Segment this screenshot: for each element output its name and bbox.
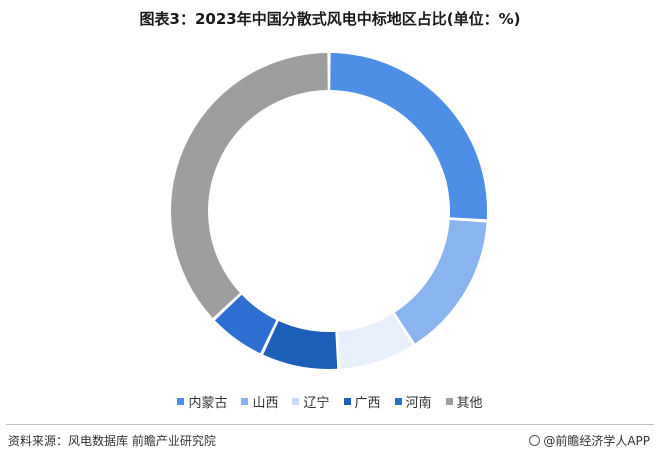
chart-legend: 内蒙古 山西 辽宁 广西 河南 其他 <box>0 392 660 411</box>
legend-item: 辽宁 <box>292 392 330 411</box>
legend-item: 河南 <box>394 392 432 411</box>
legend-label: 山西 <box>252 396 279 411</box>
chart-title: 图表3：2023年中国分散式风电中标地区占比(单位：%) <box>139 10 521 28</box>
legend-swatch <box>241 398 249 405</box>
legend-label: 广西 <box>354 396 381 411</box>
pie-slice-3 <box>337 313 413 369</box>
legend-swatch <box>177 398 185 405</box>
circle-logo-icon <box>529 435 541 446</box>
legend-item: 山西 <box>241 392 278 411</box>
source-note: 资料来源：风电数据库 前瞻产业研究院 <box>8 434 216 448</box>
pie-slice-4 <box>263 321 338 369</box>
legend-item: 广西 <box>343 392 381 411</box>
pie-slice-5 <box>214 294 277 354</box>
legend-item: 内蒙古 <box>177 392 227 411</box>
pie-slice-6 <box>171 53 328 318</box>
legend-label: 内蒙古 <box>188 396 228 411</box>
legend-label: 河南 <box>405 396 432 411</box>
brand-text: @前瞻经济学人APP <box>543 434 650 448</box>
footer-divider <box>6 424 654 425</box>
legend-swatch <box>292 398 300 405</box>
donut-chart <box>171 53 487 369</box>
legend-label: 其他 <box>456 396 483 411</box>
legend-swatch <box>445 398 453 405</box>
legend-label: 辽宁 <box>303 396 330 411</box>
brand-label: @前瞻经济学人APP <box>529 432 650 449</box>
legend-swatch <box>394 398 402 405</box>
pie-slice-1 <box>330 53 487 220</box>
legend-item: 其他 <box>445 392 483 411</box>
pie-slice-2 <box>394 219 487 344</box>
legend-swatch <box>343 398 351 405</box>
